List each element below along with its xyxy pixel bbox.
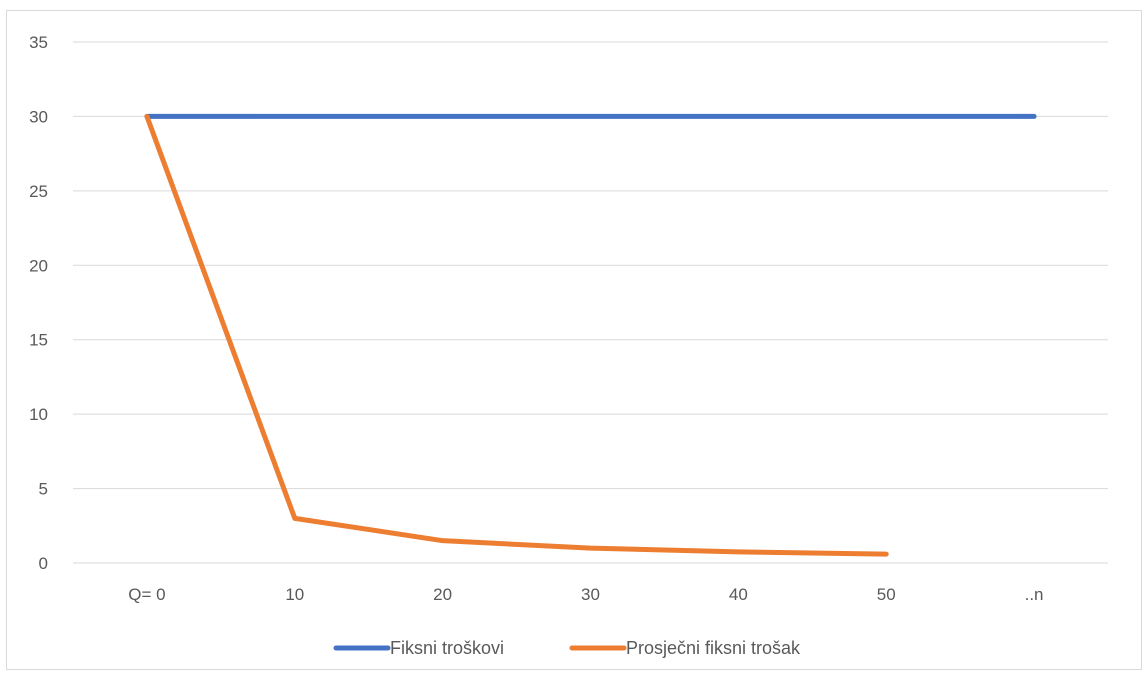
series-lines: [144, 113, 1037, 557]
legend: Fiksni troškovi Prosječni fiksni trošak: [333, 638, 801, 658]
y-tick-label: 15: [29, 331, 48, 350]
x-tick-label: 10: [285, 585, 304, 604]
x-tick-label: 30: [581, 585, 600, 604]
legend-label-2: Prosječni fiksni trošak: [626, 638, 801, 658]
y-tick-label: 25: [29, 182, 48, 201]
x-tick-label: 50: [877, 585, 896, 604]
gridlines: [73, 41, 1108, 564]
y-tick-label: 5: [39, 480, 48, 499]
x-axis-ticks: Q= 0 10 20 30 40 50 ..n: [128, 585, 1043, 604]
y-tick-label: 0: [39, 554, 48, 573]
series-line-2: [144, 113, 889, 557]
y-tick-label: 10: [29, 405, 48, 424]
y-tick-label: 30: [29, 107, 48, 126]
legend-label-1: Fiksni troškovi: [390, 638, 504, 658]
x-tick-label: 40: [729, 585, 748, 604]
y-axis-ticks: 0 5 10 15 20 25 30 35: [29, 33, 48, 573]
x-tick-label: ..n: [1025, 585, 1044, 604]
x-tick-label: 20: [433, 585, 452, 604]
x-tick-label: Q= 0: [128, 585, 165, 604]
y-tick-label: 35: [29, 33, 48, 52]
y-tick-label: 20: [29, 256, 48, 275]
